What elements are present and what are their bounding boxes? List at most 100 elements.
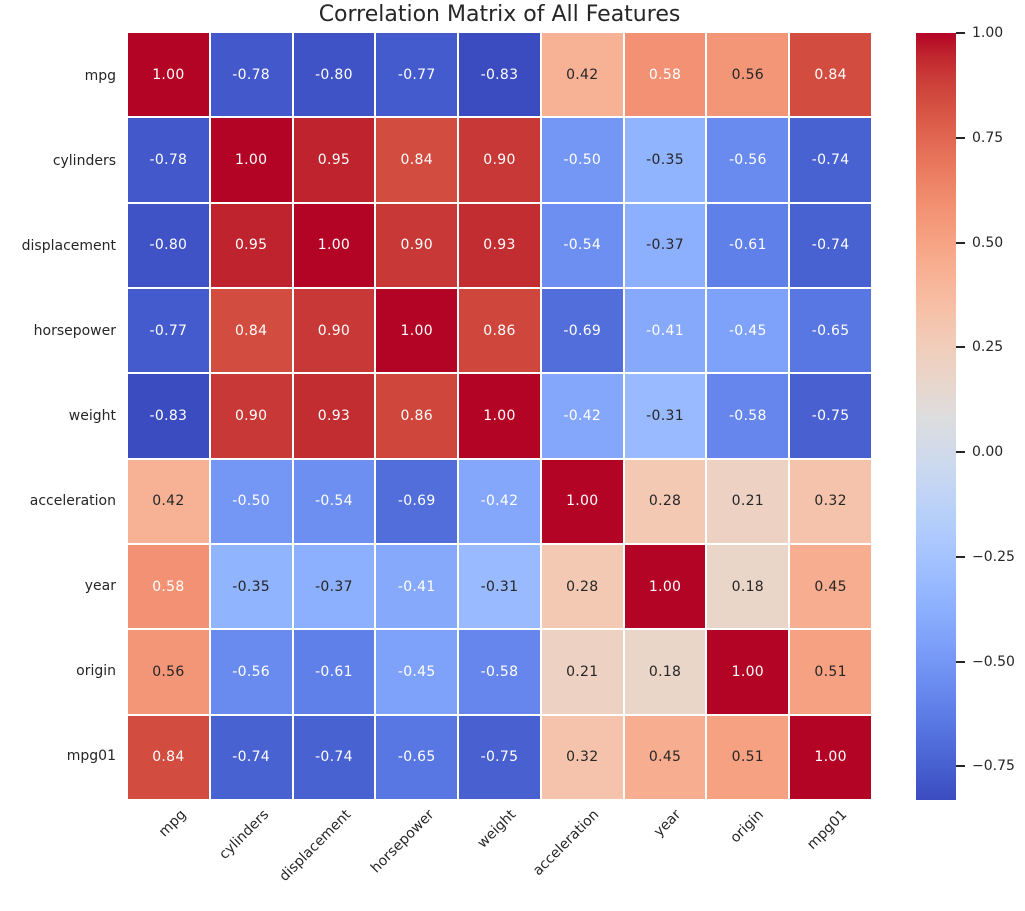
y-tick-label: displacement	[21, 237, 116, 254]
heatmap-cell: -0.74	[790, 118, 871, 202]
heatmap-cell: -0.54	[541, 203, 623, 287]
heatmap-cell: 0.90	[459, 118, 540, 202]
heatmap-cell: 1.00	[293, 203, 375, 287]
heatmap-cell: 1.00	[376, 289, 458, 373]
x-tick-label: origin	[727, 806, 768, 847]
heatmap-cell: -0.41	[376, 545, 458, 629]
heatmap-cell: -0.77	[376, 33, 458, 117]
x-tick-label: displacement	[276, 806, 355, 885]
heatmap-cell: 0.32	[541, 715, 623, 799]
x-tick-label: mpg01	[803, 806, 850, 853]
heatmap-cell: 0.21	[541, 630, 623, 714]
colorbar-tick	[956, 660, 965, 663]
colorbar-tick	[956, 765, 965, 768]
heatmap-cell: 1.00	[541, 459, 623, 543]
heatmap-cell: 0.51	[707, 715, 789, 799]
colorbar-tick	[956, 136, 965, 139]
heatmap-cell: -0.78	[210, 33, 292, 117]
heatmap-cell: -0.50	[210, 459, 292, 543]
colorbar-tick-label: −0.25	[972, 548, 1015, 565]
x-tick-label: weight	[474, 806, 520, 852]
heatmap-cell: 0.28	[624, 459, 706, 543]
heatmap-cell: -0.31	[624, 374, 706, 458]
colorbar-tick-label: 1.00	[972, 25, 1004, 41]
heatmap-cell: 0.32	[790, 459, 871, 543]
heatmap-cell: 0.84	[210, 289, 292, 373]
colorbar-tick-label: 0.75	[972, 129, 1004, 146]
heatmap-cell: 0.18	[707, 545, 789, 629]
heatmap-cell: -0.37	[624, 203, 706, 287]
y-tick-label: mpg01	[66, 748, 116, 765]
heatmap-cell: -0.56	[210, 630, 292, 714]
heatmap-cell: 1.00	[459, 374, 540, 458]
heatmap-cell: 0.56	[128, 630, 209, 714]
heatmap-cell: 0.95	[293, 118, 375, 202]
heatmap-cell: 0.18	[624, 630, 706, 714]
heatmap-cell: -0.37	[293, 545, 375, 629]
heatmap-cell: -0.77	[128, 289, 209, 373]
heatmap-cell: 0.56	[707, 33, 789, 117]
heatmap-cell: 0.51	[790, 630, 871, 714]
heatmap-cell: -0.45	[376, 630, 458, 714]
x-tick-label: acceleration	[529, 806, 603, 880]
x-tick-label: horsepower	[367, 806, 437, 877]
colorbar-tick-label: −0.50	[972, 653, 1015, 670]
heatmap-cell: -0.83	[128, 374, 209, 458]
x-tick-label: cylinders	[215, 806, 272, 863]
heatmap-cell: -0.75	[459, 715, 540, 799]
colorbar-tick	[956, 32, 965, 34]
heatmap-cell: -0.35	[624, 118, 706, 202]
y-tick-label: origin	[76, 663, 116, 680]
y-tick-label: horsepower	[33, 322, 116, 339]
heatmap-cell: -0.74	[210, 715, 292, 799]
y-tick-label: cylinders	[52, 152, 116, 169]
heatmap-cell: 1.00	[210, 118, 292, 202]
heatmap-cell: 0.58	[128, 545, 209, 629]
heatmap-cell: -0.69	[376, 459, 458, 543]
heatmap-cell: 1.00	[624, 545, 706, 629]
heatmap-cell: -0.61	[293, 630, 375, 714]
heatmap-cell: 0.90	[376, 203, 458, 287]
colorbar-tick	[956, 346, 965, 349]
heatmap-cell: -0.83	[459, 33, 540, 117]
heatmap-grid: 1.00 -0.78 -0.80 -0.77 -0.83 0.42 0.58 0.56 0.84…	[128, 33, 871, 799]
y-tick-label: weight	[68, 408, 116, 424]
x-tick-label: year	[651, 806, 685, 841]
heatmap-cell: 0.21	[707, 459, 789, 543]
heatmap-cell: 0.45	[790, 545, 871, 629]
heatmap-cell: 0.90	[293, 289, 375, 373]
heatmap-cell: -0.56	[707, 118, 789, 202]
heatmap-cell: 0.93	[293, 374, 375, 458]
colorbar-tick-label: 0.50	[972, 234, 1004, 251]
heatmap-cell: -0.58	[459, 630, 540, 714]
heatmap-cell: 0.95	[210, 203, 292, 287]
colorbar-gradient	[916, 33, 956, 800]
heatmap-cell: 0.84	[128, 715, 209, 799]
colorbar-tick	[956, 241, 965, 244]
heatmap-cell: 0.84	[790, 33, 871, 117]
heatmap-cell: 1.00	[790, 715, 871, 799]
heatmap-cell: -0.42	[541, 374, 623, 458]
heatmap-cell: -0.45	[707, 289, 789, 373]
heatmap-cell: 0.42	[541, 33, 623, 117]
heatmap-cell: 0.84	[376, 118, 458, 202]
heatmap-cell: -0.61	[707, 203, 789, 287]
heatmap-cell: -0.74	[293, 715, 375, 799]
heatmap-cell: 0.42	[128, 459, 209, 543]
y-tick-label: mpg	[84, 67, 116, 84]
y-tick-label: acceleration	[29, 493, 116, 510]
heatmap-cell: 0.28	[541, 545, 623, 629]
heatmap-cell: 0.45	[624, 715, 706, 799]
heatmap-cell: 0.58	[624, 33, 706, 117]
heatmap-cell: -0.35	[210, 545, 292, 629]
heatmap-cell: -0.74	[790, 203, 871, 287]
colorbar-tick-label: 0.25	[972, 339, 1004, 356]
heatmap-cell: -0.58	[707, 374, 789, 458]
heatmap-cell: -0.75	[790, 374, 871, 458]
heatmap-cell: -0.80	[128, 203, 209, 287]
heatmap-cell: -0.54	[293, 459, 375, 543]
chart-title: Correlation Matrix of All Features	[318, 2, 681, 27]
colorbar-tick	[956, 555, 965, 558]
heatmap-cell: -0.69	[541, 289, 623, 373]
